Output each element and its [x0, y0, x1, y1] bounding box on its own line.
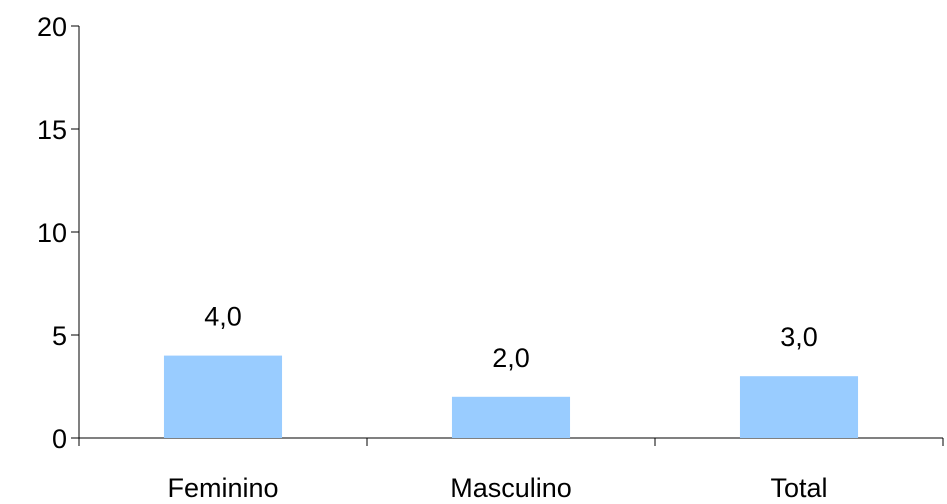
bars	[163, 355, 859, 438]
x-tick-label: Feminino	[167, 473, 278, 503]
bar	[451, 396, 571, 438]
y-tick-label: 15	[37, 115, 67, 145]
y-tick-label: 5	[52, 321, 67, 351]
x-tick-label: Masculino	[450, 473, 572, 503]
bar	[739, 376, 859, 438]
x-axis: Feminino Masculino Total	[78, 437, 944, 503]
data-label: 4,0	[204, 302, 242, 332]
data-label: 2,0	[492, 343, 530, 373]
data-label: 3,0	[780, 322, 818, 352]
y-tick-label: 0	[52, 424, 67, 454]
data-labels: 4,0 2,0 3,0	[204, 302, 818, 373]
y-tick-label: 10	[37, 218, 67, 248]
bar	[163, 355, 283, 438]
x-tick-label: Total	[770, 473, 827, 503]
y-axis: 0 5 10 15 20	[37, 12, 80, 454]
y-tick-label: 20	[37, 12, 67, 42]
